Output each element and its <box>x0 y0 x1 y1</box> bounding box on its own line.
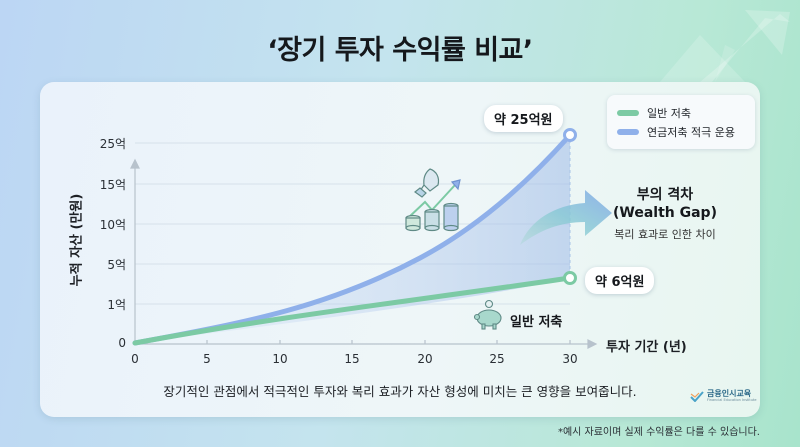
x-tick-25: 25 <box>489 352 505 366</box>
wealth-gap-title-en: (Wealth Gap) <box>613 205 717 221</box>
series-line-savings <box>132 275 573 346</box>
y-tick-1: 1억 <box>107 298 126 312</box>
y-tick-10: 10억 <box>99 218 126 232</box>
savings-annotation-label: 일반 저축 <box>510 315 563 330</box>
footnote: *예시 자료이며 실제 수익률은 다를 수 있습니다. <box>557 427 760 438</box>
brand-subtitle: Financial Education Institute <box>707 398 757 402</box>
wealth-gap-annotation: 부의 격차 (Wealth Gap) 복리 효과로 인한 차이 <box>610 186 720 242</box>
chart-legend: 일반 저축 연금저축 적극 운용 <box>607 95 755 149</box>
x-tick-15: 15 <box>344 352 360 366</box>
y-axis-label: 누적 자산 (만원) <box>69 193 85 287</box>
wealth-gap-title: 부의 격차 <box>636 187 694 203</box>
rocket-growth-icon <box>405 168 461 232</box>
y-tick-0: 0 <box>118 336 126 350</box>
legend-label: 일반 저축 <box>647 106 691 120</box>
y-tick-5: 5억 <box>107 258 126 272</box>
page-title: ‘장기 투자 수익률 비교’ <box>267 35 533 66</box>
savings-end-callout: 약 6억원 <box>585 267 655 294</box>
brand-name: 금융인시교육 <box>707 389 752 398</box>
legend-item-pension: 연금저축 적극 운용 <box>617 122 745 141</box>
pension-end-marker <box>563 128 577 142</box>
legend-label: 연금저축 적극 운용 <box>647 125 735 139</box>
x-tick-30: 30 <box>562 352 578 366</box>
legend-swatch-blue <box>617 128 639 135</box>
x-tick-10: 10 <box>272 352 288 366</box>
wealth-gap-area <box>135 135 570 343</box>
x-tick-0: 0 <box>131 352 139 366</box>
axes <box>130 158 598 349</box>
chart-caption: 장기적인 관점에서 적극적인 투자와 복리 효과가 자산 형성에 미치는 큰 영… <box>163 384 637 399</box>
x-tick-20: 20 <box>417 352 433 366</box>
x-tick-5: 5 <box>203 352 211 366</box>
brand-logo: 금융인시교육 Financial Education Institute <box>690 389 757 402</box>
wealth-gap-subtitle: 복리 효과로 인한 차이 <box>614 228 716 241</box>
wealth-gap-arrow-icon <box>520 190 612 245</box>
x-axis-label: 투자 기간 (년) <box>606 340 687 355</box>
pension-end-callout: 약 25억원 <box>484 105 563 132</box>
savings-end-marker <box>563 271 577 285</box>
legend-swatch-green <box>617 109 639 116</box>
y-tick-25: 25억 <box>99 137 126 151</box>
piggy-bank-icon <box>473 299 502 330</box>
y-tick-15: 15억 <box>99 178 126 192</box>
legend-item-savings: 일반 저축 <box>617 103 745 122</box>
brand-check-icon <box>690 390 704 402</box>
